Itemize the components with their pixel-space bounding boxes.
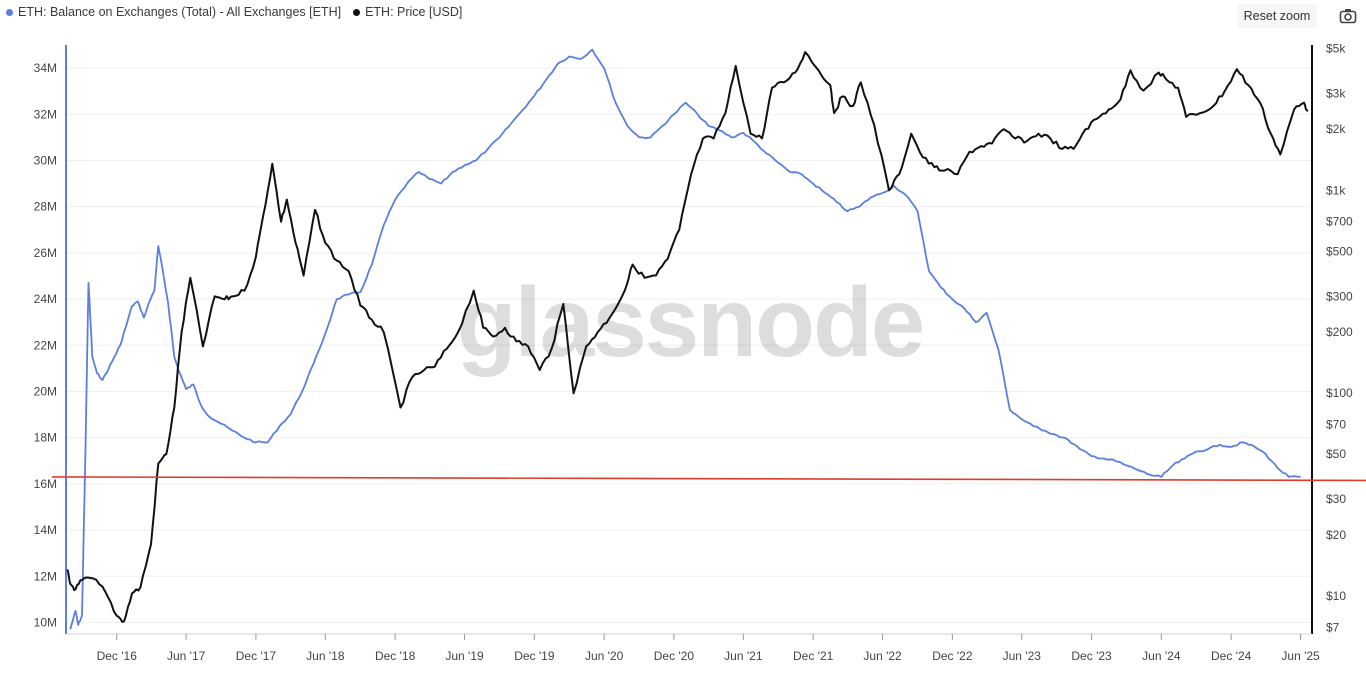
watermark: glassnode [457,267,924,377]
right-axis-ticks: $7 $10 $20 $30 $50 $70 $100 $200 $300 $500 $700 $1k… [1326,41,1353,634]
reset-zoom-button[interactable]: Reset zoom [1237,4,1317,28]
x-tick-label: Dec '21 [793,649,834,663]
right-tick-label: $20 [1326,528,1346,542]
right-tick-label: $70 [1326,418,1346,432]
left-tick-label: 32M [34,107,57,121]
right-tick-label: $30 [1326,492,1346,506]
right-tick-label: $50 [1326,447,1346,461]
x-tick-label: Dec '24 [1211,649,1252,663]
right-tick-label: $7 [1326,620,1340,634]
x-tick-label: Dec '16 [97,649,138,663]
x-tick-label: Dec '22 [932,649,973,663]
camera-icon[interactable] [1338,6,1358,26]
left-tick-label: 18M [34,431,57,445]
left-tick-label: 14M [34,523,57,537]
legend-label-balance: ETH: Balance on Exchanges (Total) - All … [18,5,342,19]
left-tick-label: 22M [34,338,57,352]
left-tick-label: 20M [34,384,57,398]
x-tick-label: Jun '23 [1003,649,1042,663]
red-reference-line [51,476,1366,482]
right-tick-label: $200 [1326,325,1353,339]
left-axis-ticks: 10M 12M 14M 16M 18M 20M 22M 24M 26M 28M 30M 32M 34M [34,61,57,629]
x-tick-label: Jun '19 [445,649,484,663]
black-dot-icon [353,8,361,16]
right-tick-label: $5k [1326,41,1346,55]
left-tick-label: 10M [34,615,57,629]
chart-legend: ETH: Balance on Exchanges (Total) - All … [6,2,462,22]
right-tick-label: $1k [1326,183,1346,197]
right-tick-label: $3k [1326,86,1346,100]
right-tick-label: $500 [1326,244,1353,258]
x-tick-label: Jun '21 [724,649,763,663]
x-tick-label: Dec '23 [1071,649,1112,663]
series-line-price [66,51,1309,623]
x-tick-label: Jun '20 [585,649,624,663]
x-axis-ticks: Dec '16 Jun '17 Dec '17 Jun '18 Dec '18 Jun '… [97,634,1320,663]
right-tick-label: $2k [1326,122,1346,136]
legend-label-price: ETH: Price [USD] [365,5,463,19]
x-tick-label: Jun '25 [1281,649,1320,663]
right-tick-label: $300 [1326,289,1353,303]
blue-dot-icon [6,8,13,16]
series-line-balance [69,48,1301,630]
x-tick-label: Jun '18 [306,649,345,663]
reference-line [51,476,1366,482]
series-lines [66,48,1309,630]
left-tick-label: 30M [34,153,57,167]
x-tick-label: Dec '19 [514,649,555,663]
left-tick-label: 34M [34,61,57,75]
right-tick-label: $10 [1326,589,1346,603]
left-tick-label: 26M [34,246,57,260]
axes [65,45,1313,635]
x-tick-label: Dec '20 [654,649,695,663]
legend-item-price[interactable]: ETH: Price [USD] [353,5,462,19]
right-tick-label: $100 [1326,386,1353,400]
left-tick-label: 16M [34,477,57,491]
right-tick-label: $700 [1326,215,1353,229]
x-tick-label: Jun '22 [863,649,902,663]
left-tick-label: 24M [34,292,57,306]
left-tick-label: 28M [34,200,57,214]
x-tick-label: Jun '24 [1142,649,1181,663]
x-tick-label: Dec '18 [375,649,416,663]
x-tick-label: Dec '17 [236,649,277,663]
legend-item-balance[interactable]: ETH: Balance on Exchanges (Total) - All … [6,5,341,19]
left-tick-label: 12M [34,569,57,583]
x-tick-label: Jun '17 [167,649,206,663]
grid-lines [66,67,1312,623]
